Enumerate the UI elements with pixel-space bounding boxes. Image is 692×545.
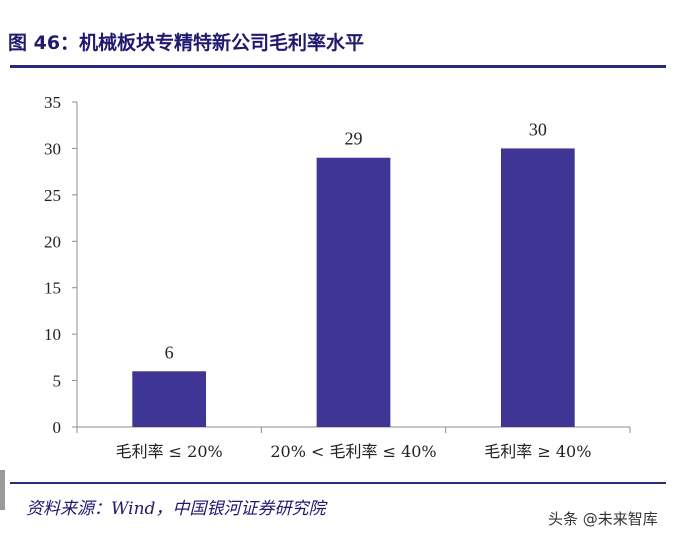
x-category-label: 20% < 毛利率 ≤ 40% [270,442,436,461]
y-tick-label: 35 [44,93,61,112]
y-tick-label: 30 [44,139,61,158]
side-marker [0,470,5,510]
bar [132,371,207,427]
bars [132,148,575,427]
figure-title: 图 46：机械板块专精特新公司毛利率水平 [8,32,365,54]
bar-value-label: 6 [165,342,174,362]
x-category-label: 毛利率 ≤ 20% [116,442,223,461]
y-tick-label: 0 [53,418,62,437]
title-rule [10,65,666,68]
source-rule [10,482,666,484]
data-labels: 6 29 30 [165,119,547,362]
bar-value-label: 29 [345,129,363,149]
y-tick-label: 10 [44,325,61,344]
y-axis: 0 5 10 15 20 25 30 35 [44,93,78,437]
watermark-text: 头条 @未来智库 [548,510,658,528]
chart-container: 0 5 10 15 20 25 30 35 毛利率 ≤ 20% 20% < 毛利率 ≤ 40% 毛… [0,80,692,475]
x-category-label: 毛利率 ≥ 40% [484,442,591,461]
source-note: 资料来源：Wind，中国银河证券研究院 [26,499,326,519]
y-tick-label: 20 [44,232,61,251]
y-tick-label: 15 [44,279,61,298]
bar-value-label: 30 [529,119,547,139]
y-tick-label: 25 [44,186,61,205]
y-tick-label: 5 [53,372,62,391]
bar [316,157,391,427]
bar [500,148,575,427]
x-axis: 毛利率 ≤ 20% 20% < 毛利率 ≤ 40% 毛利率 ≥ 40% [76,426,631,461]
